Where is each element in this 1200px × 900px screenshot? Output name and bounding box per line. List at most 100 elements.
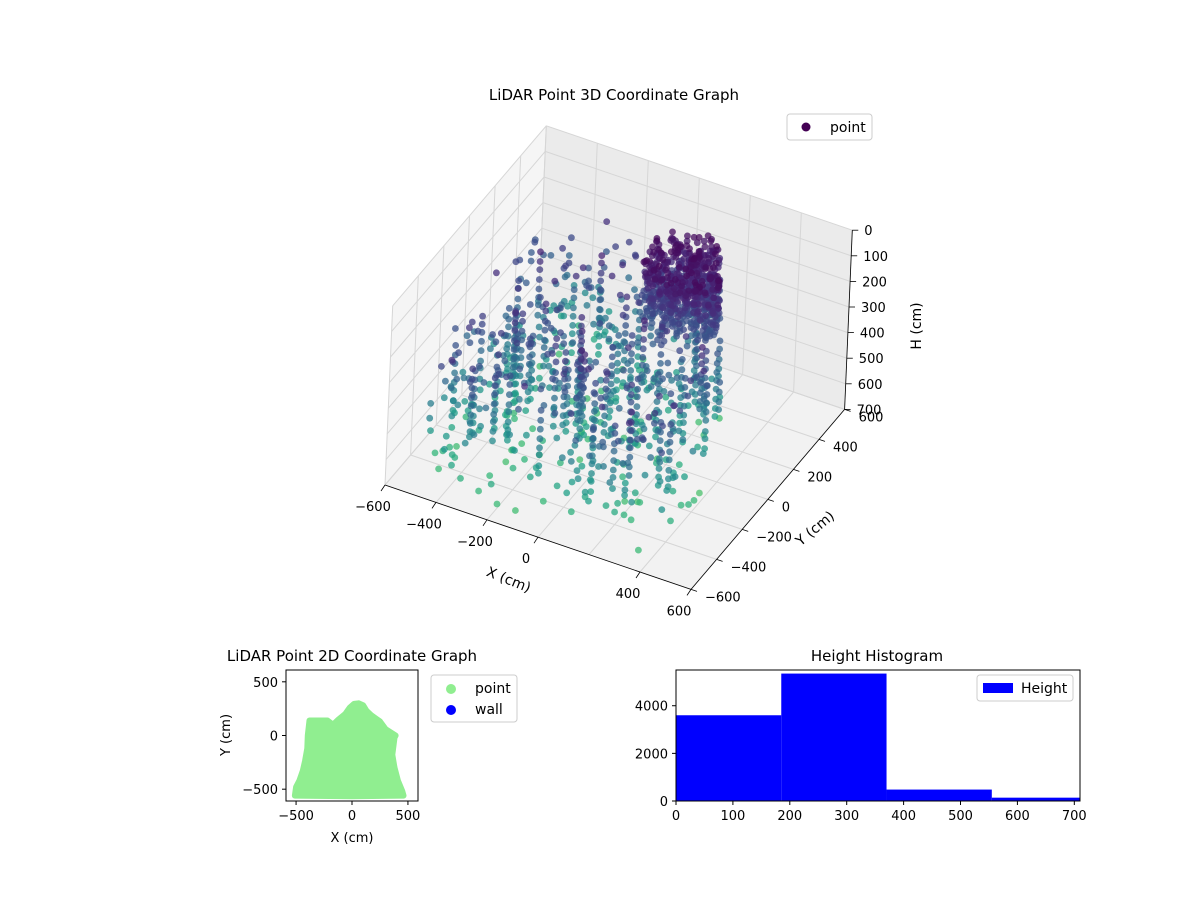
histogram-bar <box>991 797 1080 801</box>
lidar-point <box>505 408 513 416</box>
lidar-point <box>557 459 564 467</box>
chart-histogram-legend-label: Height <box>1021 681 1068 697</box>
lidar-point <box>640 336 647 343</box>
lidar-point <box>657 341 665 349</box>
lidar-point <box>688 388 696 396</box>
lidar-point <box>610 447 618 455</box>
lidar-point <box>649 340 657 348</box>
chart-3d-ylabel: Y (cm) <box>792 508 838 550</box>
lidar-point <box>667 421 675 428</box>
lidar-point <box>585 365 592 373</box>
lidar-point <box>466 324 473 332</box>
lidar-point <box>634 362 641 370</box>
lidar-point <box>454 401 462 409</box>
lidar-point <box>489 428 497 435</box>
lidar-point <box>627 398 635 406</box>
lidar-point <box>597 376 605 384</box>
lidar-point <box>560 393 568 401</box>
lidar-point <box>518 440 526 447</box>
lidar-point <box>511 447 518 454</box>
lidar-point <box>582 423 590 430</box>
lidar-point <box>475 487 482 495</box>
lidar-point <box>605 335 613 343</box>
chart-2d-legend-point-marker <box>446 684 456 694</box>
lidar-point <box>711 413 719 420</box>
lidar-point <box>672 290 679 298</box>
lidar-point <box>641 317 648 325</box>
grid-line <box>435 245 445 426</box>
lidar-point <box>528 249 535 256</box>
lidar-point <box>537 294 544 301</box>
lidar-point <box>628 498 635 506</box>
lidar-point <box>690 317 698 325</box>
grid-line <box>538 125 547 306</box>
lidar-point <box>466 339 474 347</box>
lidar-point <box>653 398 661 405</box>
lidar-point <box>666 430 674 438</box>
lidar-point <box>491 374 499 382</box>
lidar-point <box>478 337 485 345</box>
grid-line <box>546 125 853 231</box>
lidar-point <box>658 276 666 284</box>
lidar-point <box>627 427 635 435</box>
lidar-point <box>634 375 642 383</box>
lidar-point <box>574 475 582 483</box>
lidar-point <box>486 380 493 388</box>
lidar-point <box>493 269 500 277</box>
lidar-point <box>564 302 571 310</box>
grid-line <box>387 227 543 409</box>
lidar-point <box>682 333 690 340</box>
grid-line <box>390 176 545 358</box>
lidar-point <box>470 431 478 438</box>
z-tick-label: 0 <box>864 224 872 239</box>
lidar-point <box>497 329 505 337</box>
lidar-point <box>527 257 535 265</box>
lidar-point <box>513 339 521 347</box>
lidar-point <box>702 312 710 319</box>
lidar-point <box>619 311 627 319</box>
lidar-point <box>549 422 557 430</box>
lidar-point <box>608 362 616 369</box>
lidar-point <box>469 391 476 399</box>
lidar-point <box>514 285 522 292</box>
lidar-point <box>576 456 584 463</box>
lidar-point <box>676 347 684 355</box>
lidar-point <box>590 389 598 397</box>
lidar-point <box>621 330 629 337</box>
lidar-point <box>698 360 706 368</box>
lidar-point <box>625 274 633 282</box>
lidar-point <box>448 356 456 364</box>
lidar-point <box>559 421 567 429</box>
lidar-point <box>627 436 634 444</box>
chart-3d-legend-box <box>786 113 873 141</box>
chart-histogram-ticks: 0 100 200 300 400 500 600 700 0 2000 4000 <box>635 700 1087 824</box>
grid-line <box>543 176 851 282</box>
lidar-point <box>577 356 585 363</box>
lidar-point <box>577 408 584 416</box>
lidar-point <box>603 248 610 256</box>
y-tick-label: 500 <box>253 676 278 691</box>
chart-2d: LiDAR Point 2D Coordinate Graph −500 0 500… <box>219 647 518 846</box>
lidar-point <box>598 252 606 259</box>
lidar-point <box>570 304 577 312</box>
lidar-point <box>615 404 623 412</box>
chart-2d-ylabel: Y (cm) <box>219 714 234 757</box>
lidar-point <box>578 327 586 335</box>
x-tick-label: 500 <box>948 809 973 824</box>
x-tick-label: −200 <box>457 535 493 550</box>
lidar-point <box>649 310 656 317</box>
lidar-point <box>694 336 701 344</box>
x-tick-label: 600 <box>667 604 692 619</box>
lidar-point <box>587 478 595 485</box>
lidar-point <box>697 317 704 324</box>
lidar-point <box>713 360 721 367</box>
lidar-point <box>690 255 698 263</box>
lidar-point <box>535 276 543 283</box>
lidar-point <box>693 272 701 280</box>
y-tick-label: −600 <box>705 590 741 605</box>
lidar-point <box>651 302 658 310</box>
lidar-point <box>621 491 628 499</box>
lidar-point <box>693 239 701 247</box>
y-tick <box>818 439 826 442</box>
lidar-point <box>578 347 586 354</box>
